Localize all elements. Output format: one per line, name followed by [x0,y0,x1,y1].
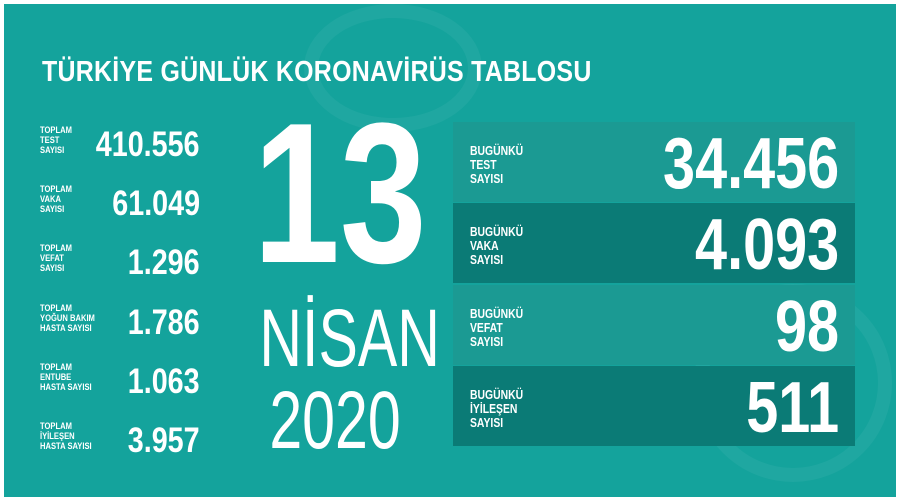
total-cases: TOPLAM VAKA SAYISI 61.049 [40,185,200,225]
total-deaths: TOPLAM VEFAT SAYISI 1.296 [40,244,200,284]
today-cases-box: BUGÜNKÜ VAKA SAYISI 4.093 [453,203,855,283]
total-value: 1.296 [128,243,200,282]
total-label: TOPLAM TEST SAYISI [40,125,72,156]
total-value: 3.957 [128,421,200,460]
today-label: BUGÜNKÜ İYİLEŞEN SAYISI [470,387,524,430]
total-label: TOPLAM VEFAT SAYISI [40,243,72,274]
today-label: BUGÜNKÜ VAKA SAYISI [470,224,524,267]
today-test-box: BUGÜNKÜ TEST SAYISI 34.456 [453,122,855,202]
today-label: BUGÜNKÜ VEFAT SAYISI [470,306,524,349]
total-icu: TOPLAM YOĞUN BAKIM HASTA SAYISI 1.786 [40,304,200,344]
total-recovered: TOPLAM İYİLEŞEN HASTA SAYISI 3.957 [40,422,200,462]
today-deaths-box: BUGÜNKÜ VEFAT SAYISI 98 [453,285,855,365]
total-value: 61.049 [112,184,200,223]
infographic-card: TÜRKİYE GÜNLÜK KORONAVİRÜS TABLOSU TOPLA… [4,4,896,497]
total-test: TOPLAM TEST SAYISI 410.556 [40,126,200,166]
today-value: 511 [746,368,839,448]
total-value: 1.063 [128,362,200,401]
date-month: NİSAN [259,293,440,384]
total-intubated: TOPLAM ENTUBE HASTA SAYISI 1.063 [40,363,200,403]
today-value: 98 [774,287,839,367]
total-label: TOPLAM İYİLEŞEN HASTA SAYISI [40,421,92,452]
total-label: TOPLAM YOĞUN BAKIM HASTA SAYISI [40,303,95,334]
date-day: 13 [253,82,427,305]
today-label: BUGÜNKÜ TEST SAYISI [470,143,524,186]
total-label: TOPLAM VAKA SAYISI [40,184,72,215]
today-value: 34.456 [662,124,839,204]
today-recovered-box: BUGÜNKÜ İYİLEŞEN SAYISI 511 [453,366,855,446]
total-value: 410.556 [96,125,200,164]
page-title: TÜRKİYE GÜNLÜK KORONAVİRÜS TABLOSU [42,56,592,88]
today-value: 4.093 [694,205,839,285]
total-value: 1.786 [128,303,200,342]
date-year: 2020 [269,375,401,466]
total-label: TOPLAM ENTUBE HASTA SAYISI [40,362,92,393]
